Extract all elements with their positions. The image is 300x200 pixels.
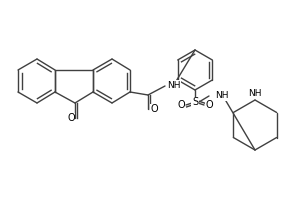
Text: O: O (205, 100, 213, 110)
Text: O: O (177, 100, 185, 110)
Text: O: O (67, 113, 75, 123)
Text: S: S (192, 97, 198, 107)
Text: O: O (150, 104, 158, 114)
Text: NH: NH (215, 92, 229, 100)
Text: NH: NH (248, 89, 262, 98)
Text: NH: NH (167, 80, 181, 90)
